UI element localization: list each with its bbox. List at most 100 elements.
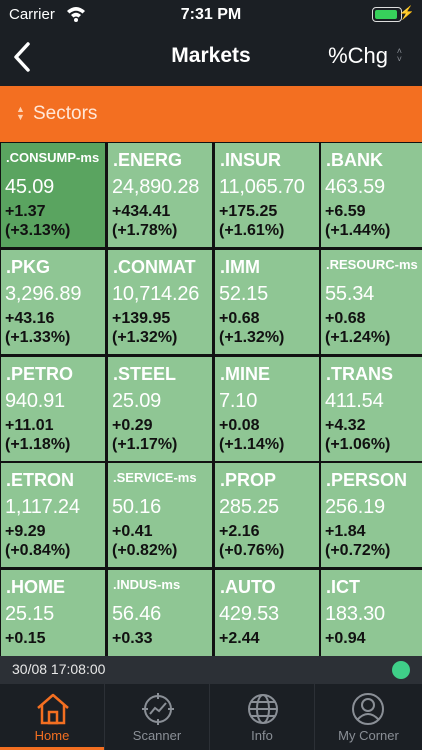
tab-home[interactable]: Home [0, 684, 105, 750]
sector-name: .RESOURC-ms [326, 257, 418, 272]
sector-tile[interactable]: .ICT 183.30 +0.94 [321, 570, 422, 656]
update-timestamp: 30/08 17:08:00 [12, 661, 106, 677]
sector-change: +0.33 [112, 630, 153, 647]
tab-scanner-label: Scanner [132, 728, 182, 743]
sector-change-pct: (+1.32%) [112, 329, 178, 346]
sector-change-pct: (+1.18%) [5, 436, 71, 453]
sector-price: 45.09 [5, 176, 55, 198]
sector-tile[interactable]: .CONMAT 10,714.26 +139.95 (+1.32%) [108, 250, 212, 354]
sector-change: +4.32 [325, 417, 366, 434]
sector-price: 256.19 [325, 496, 385, 518]
sector-name: .ICT [326, 577, 360, 597]
sector-tile[interactable]: .AUTO 429.53 +2.44 [215, 570, 319, 656]
back-icon[interactable] [10, 40, 34, 74]
sector-name: .INDUS-ms [113, 577, 181, 592]
sector-name: .IMM [220, 257, 260, 277]
tab-info[interactable]: Info [210, 684, 315, 750]
sector-price: 56.46 [112, 603, 162, 625]
sector-change-pct: (+1.61%) [219, 222, 285, 239]
sector-price: 10,714.26 [112, 283, 200, 305]
sector-name: .CONSUMP-ms [6, 150, 100, 165]
sector-change: +0.08 [219, 417, 260, 434]
sector-name: .ENERG [113, 150, 183, 170]
sector-price: 24,890.28 [112, 176, 200, 198]
sector-change: +0.68 [219, 310, 260, 327]
sector-price: 940.91 [5, 390, 65, 412]
clock: 7:31 PM [180, 6, 242, 23]
sector-price: 429.53 [219, 603, 279, 625]
sector-change-pct: (+0.84%) [5, 542, 71, 559]
sector-selector[interactable]: ▲ ▼ Sectors [0, 86, 422, 142]
sector-tile[interactable]: .PKG 3,296.89 +43.16 (+1.33%) [1, 250, 105, 354]
active-tab-indicator [0, 747, 104, 750]
sector-tile[interactable]: .STEEL 25.09 +0.29 (+1.17%) [108, 357, 212, 461]
sector-tile[interactable]: .TRANS 411.54 +4.32 (+1.06%) [321, 357, 422, 461]
sector-name: .PKG [6, 257, 51, 277]
sector-change: +6.59 [325, 203, 366, 220]
sector-arrows-icon: ▲ ▼ [16, 104, 25, 122]
sector-name: .PERSON [326, 470, 408, 490]
sector-tile[interactable]: .SERVICE-ms 50.16 +0.41 (+0.82%) [108, 463, 212, 567]
sector-tile[interactable]: .PROP 285.25 +2.16 (+0.76%) [215, 463, 319, 567]
sector-name: .PROP [220, 470, 277, 490]
sector-tile[interactable]: .INDUS-ms 56.46 +0.33 [108, 570, 212, 656]
sector-change: +2.16 [219, 523, 260, 540]
sector-change-pct: (+0.76%) [219, 542, 285, 559]
sector-tile[interactable]: .PERSON 256.19 +1.84 (+0.72%) [321, 463, 422, 567]
sector-change: +1.37 [5, 203, 46, 220]
sector-price: 11,065.70 [219, 176, 305, 198]
sector-price: 55.34 [325, 283, 375, 305]
sector-tile[interactable]: .ETRON 1,117.24 +9.29 (+0.84%) [1, 463, 105, 567]
status-bar: Carrier 7:31 PM ⚡ [0, 0, 422, 30]
sort-selector[interactable]: %Chg [328, 43, 388, 68]
sector-name: .TRANS [326, 364, 393, 384]
sector-change: +139.95 [112, 310, 171, 327]
sector-price: 183.30 [325, 603, 385, 625]
sector-price: 3,296.89 [5, 283, 82, 305]
sector-change-pct: (+1.17%) [112, 436, 178, 453]
sector-name: .STEEL [113, 364, 177, 384]
sector-tile[interactable]: .MINE 7.10 +0.08 (+1.14%) [215, 357, 319, 461]
sector-name: .INSUR [220, 150, 282, 170]
tab-my-corner[interactable]: My Corner [315, 684, 422, 750]
sector-tile[interactable]: .HOME 25.15 +0.15 [1, 570, 105, 656]
sector-label: Sectors [33, 103, 98, 124]
sector-name: .SERVICE-ms [113, 470, 197, 485]
sector-change-pct: (+3.13%) [5, 222, 71, 239]
sector-tile[interactable]: .IMM 52.15 +0.68 (+1.32%) [215, 250, 319, 354]
battery-icon [372, 7, 402, 22]
sector-change: +0.94 [325, 630, 366, 647]
sector-tile[interactable]: .RESOURC-ms 55.34 +0.68 (+1.24%) [321, 250, 422, 354]
sector-tile[interactable]: .BANK 463.59 +6.59 (+1.44%) [321, 143, 422, 247]
charging-icon: ⚡ [398, 5, 415, 20]
sector-price: 1,117.24 [5, 496, 80, 518]
sector-tile[interactable]: .INSUR 11,065.70 +175.25 (+1.61%) [215, 143, 319, 247]
sector-heatmap: .CONSUMP-ms 45.09 +1.37 (+3.13%) .ENERG 24,89… [0, 142, 422, 656]
sector-name: .HOME [6, 577, 66, 597]
sector-tile[interactable]: .ENERG 24,890.28 +434.41 (+1.78%) [108, 143, 212, 247]
carrier-label: Carrier [9, 6, 55, 23]
sector-change: +0.41 [112, 523, 153, 540]
sector-name: .PETRO [6, 364, 74, 384]
sector-price: 463.59 [325, 176, 385, 198]
sort-arrows-icon[interactable]: ˄ ˅ [396, 46, 402, 64]
globe-icon [248, 694, 278, 724]
sector-name: .BANK [326, 150, 383, 170]
sector-tile[interactable]: .CONSUMP-ms 45.09 +1.37 (+3.13%) [1, 143, 105, 247]
sector-change-pct: (+1.44%) [325, 222, 391, 239]
sector-price: 7.10 [219, 390, 258, 412]
tab-scanner[interactable]: Scanner [105, 684, 210, 750]
update-bar: 30/08 17:08:00 [0, 656, 422, 684]
sector-tile[interactable]: .PETRO 940.91 +11.01 (+1.18%) [1, 357, 105, 461]
sector-change: +1.84 [325, 523, 366, 540]
sector-price: 50.16 [112, 496, 162, 518]
sector-change-pct: (+1.14%) [219, 436, 285, 453]
sector-change: +9.29 [5, 523, 46, 540]
sector-change: +43.16 [5, 310, 55, 327]
sector-price: 52.15 [219, 283, 269, 305]
sector-name: .AUTO [220, 577, 276, 597]
sector-change: +0.68 [325, 310, 366, 327]
sector-price: 285.25 [219, 496, 279, 518]
sector-change: +2.44 [219, 630, 260, 647]
home-icon [37, 693, 69, 725]
